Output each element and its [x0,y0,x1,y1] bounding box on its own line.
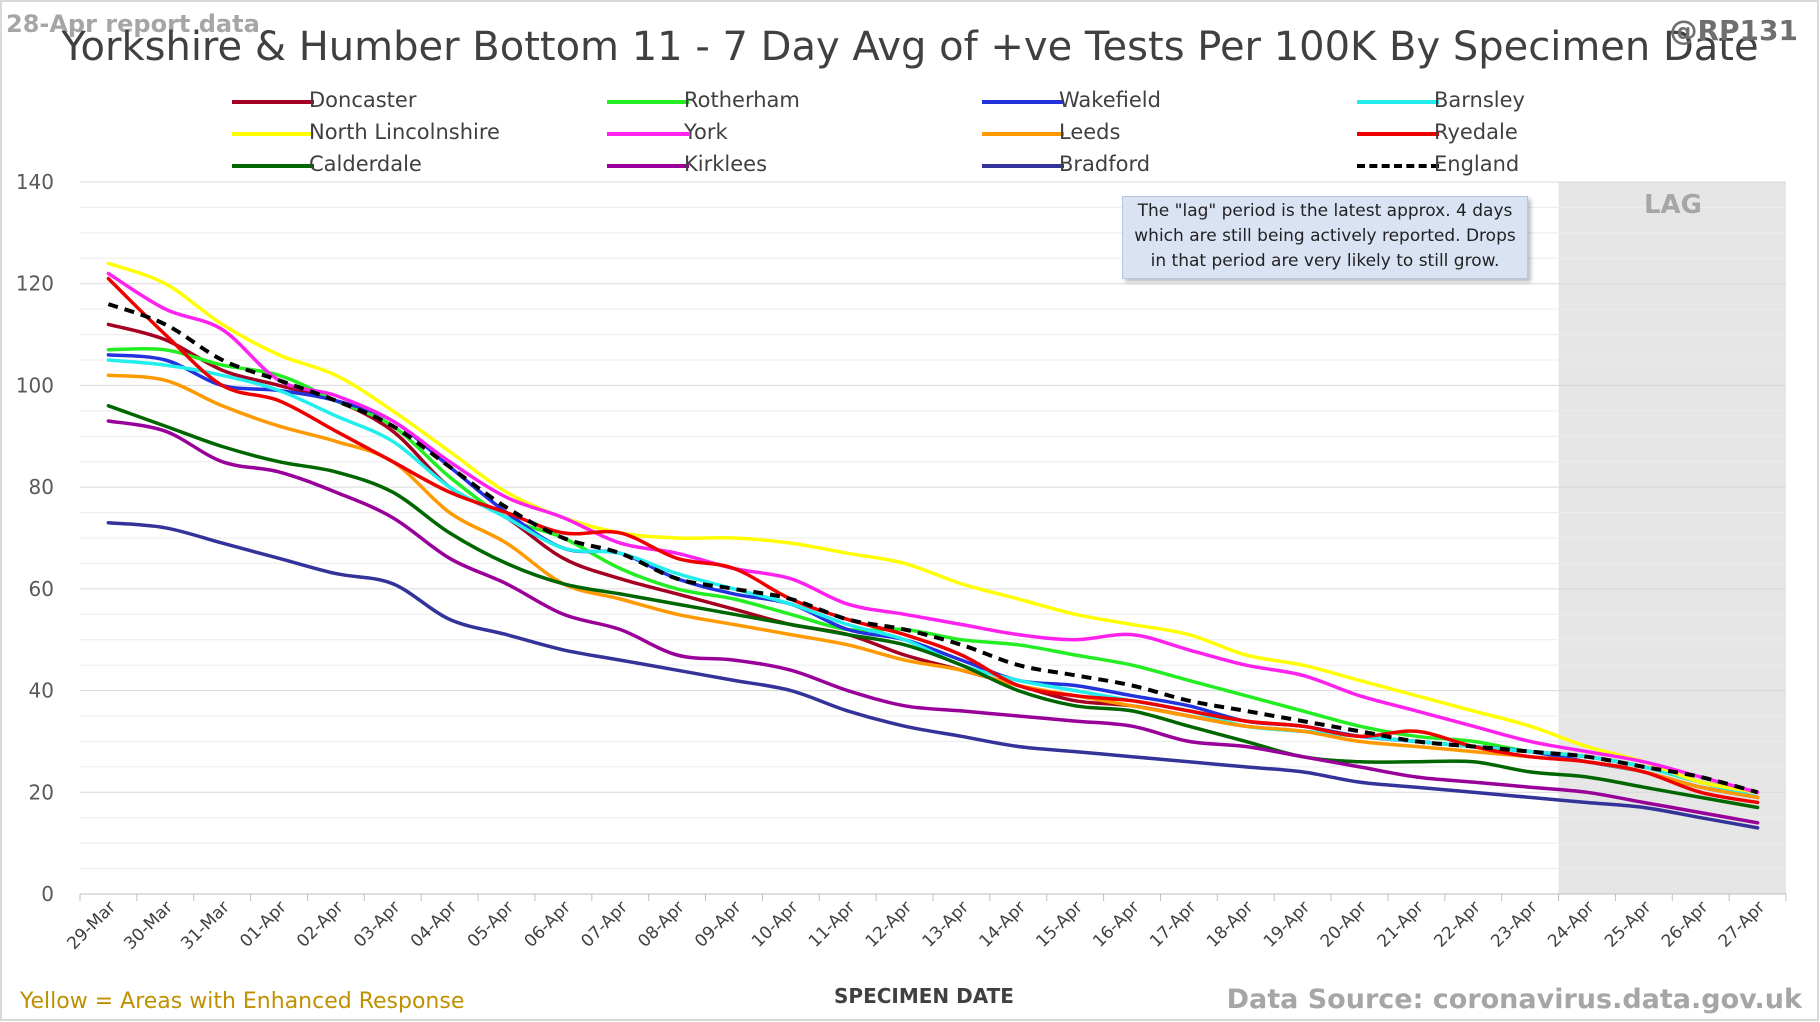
lag-note: The "lag" period is the latest approx. 4… [1122,196,1528,279]
series-line-north-lincolnshire [106,261,1760,795]
legend-label: North Lincolnshire [309,120,500,144]
legend-label: Barnsley [1434,88,1525,112]
legend-label: Calderdale [309,152,422,176]
legend-swatch [1357,132,1439,136]
series-lines [106,261,1760,830]
legend-swatch [982,132,1064,136]
legend-swatch [232,132,314,136]
legend-swatch [1357,164,1439,168]
y-tick-label: 80 [29,475,54,499]
chart-title: Yorkshire & Humber Bottom 11 - 7 Day Avg… [61,24,1759,70]
legend-label: Bradford [1059,152,1151,176]
y-tick-label: 140 [16,170,54,194]
legend-swatch [982,100,1064,104]
y-tick-label: 20 [29,780,54,804]
legend-label: Rotherham [684,88,800,112]
legend-swatch [607,100,689,104]
author-handle: @RP131 [1669,14,1798,47]
lag-label: LAG [1643,190,1703,220]
legend-label: Leeds [1059,120,1121,144]
x-axis-title: SPECIMEN DATE [834,984,1014,1008]
enhanced-response-note: Yellow = Areas with Enhanced Response [20,989,465,1014]
legend-swatch [607,164,689,168]
legend-swatch [1357,100,1439,104]
legend-swatch [607,132,689,136]
legend-label: England [1434,152,1520,176]
series-line-bradford [106,520,1760,830]
y-tick-label: 60 [29,577,54,601]
series-line-york [106,271,1760,795]
legend-label: Wakefield [1059,88,1161,112]
report-date: 28-Apr report data [6,10,260,38]
y-tick-label: 0 [41,882,54,906]
y-axis: 0 20 40 60 80 100 120 140 [16,170,54,906]
legend-label: Ryedale [1434,120,1518,144]
legend-swatch [982,164,1064,168]
y-tick-label: 120 [16,272,54,296]
legend-swatch [232,100,314,104]
series-line-calderdale [106,404,1760,810]
legend-swatch [232,164,314,168]
y-tick-label: 40 [29,679,54,703]
legend-label: York [684,120,728,144]
legend-label: Kirklees [684,152,768,176]
y-tick-label: 100 [16,373,54,397]
series-line-england [107,302,1759,795]
series-line-kirklees [106,419,1760,825]
legend-label: Doncaster [309,88,417,112]
data-source: Data Source: coronavirus.data.gov.uk [1226,984,1802,1015]
